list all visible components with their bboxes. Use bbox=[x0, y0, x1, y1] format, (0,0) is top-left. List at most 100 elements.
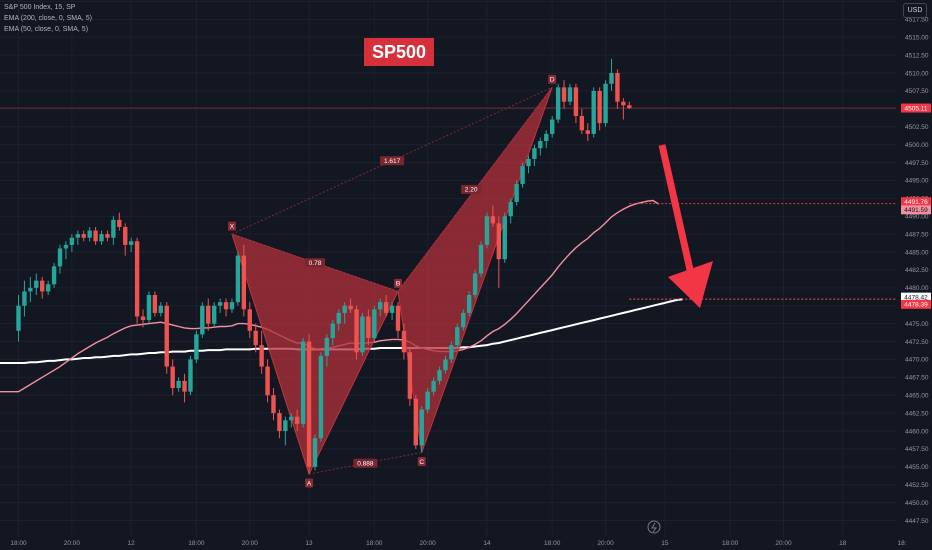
candle bbox=[389, 302, 395, 321]
candle-body bbox=[573, 87, 579, 116]
time-tick-label: 18:00 bbox=[544, 540, 561, 547]
candle bbox=[182, 373, 187, 403]
price-tag-label: 4505.11 bbox=[904, 105, 927, 112]
price-tag: 4478.39 bbox=[901, 299, 931, 309]
pattern-point-b: B bbox=[394, 278, 403, 288]
candle bbox=[538, 137, 543, 156]
candle bbox=[526, 155, 531, 174]
point-label-bg bbox=[548, 74, 557, 84]
candle-body bbox=[57, 248, 63, 267]
ratio-bg bbox=[380, 156, 405, 166]
candle bbox=[300, 337, 306, 428]
candle-body bbox=[354, 309, 359, 353]
candle-body bbox=[401, 330, 407, 353]
price-axis-bg bbox=[896, 0, 932, 550]
price-tag-label: 4491.76 bbox=[904, 199, 928, 206]
candle bbox=[615, 69, 620, 109]
candle bbox=[573, 83, 579, 124]
price-tag-bg bbox=[901, 299, 931, 309]
candle-body bbox=[431, 380, 436, 392]
candle bbox=[164, 302, 169, 374]
price-tag: 4491.59 bbox=[901, 205, 931, 215]
candle bbox=[407, 348, 413, 406]
candle bbox=[354, 305, 359, 360]
currency-button[interactable]: USD bbox=[903, 3, 927, 18]
candle-body bbox=[627, 105, 632, 109]
pattern-point-a: A bbox=[305, 478, 314, 488]
candle bbox=[40, 277, 45, 299]
candle-body bbox=[342, 305, 347, 313]
candle bbox=[514, 180, 519, 206]
candle bbox=[45, 280, 51, 295]
candle-body bbox=[324, 337, 330, 356]
time-tick-label: 15 bbox=[661, 540, 669, 547]
horizontal-levels bbox=[629, 203, 896, 300]
price-tick-label: 4447.50 bbox=[905, 518, 929, 525]
candle-body bbox=[603, 83, 608, 124]
candle bbox=[585, 123, 590, 142]
candle bbox=[324, 334, 330, 367]
candle bbox=[443, 355, 448, 374]
candle-body bbox=[63, 244, 69, 249]
candle-body bbox=[544, 133, 549, 142]
candle bbox=[419, 405, 424, 453]
candle-body bbox=[567, 87, 573, 102]
candle bbox=[461, 309, 466, 331]
price-tick-label: 4517.50 bbox=[905, 17, 929, 24]
candle bbox=[621, 98, 626, 120]
pattern-ratio: 0.888 bbox=[353, 458, 378, 468]
candle bbox=[502, 212, 507, 263]
candle bbox=[176, 377, 181, 392]
time-tick-label: 20:00 bbox=[242, 540, 259, 547]
candle-body bbox=[28, 287, 33, 292]
time-tick-label: 20:00 bbox=[597, 540, 614, 547]
chart-legend: S&P 500 Index, 15, SP EMA (200, close, 0… bbox=[4, 2, 92, 35]
candle bbox=[123, 223, 128, 256]
candle bbox=[217, 298, 223, 313]
candle-body bbox=[182, 380, 187, 392]
candle bbox=[484, 212, 490, 249]
candle bbox=[87, 226, 92, 242]
candle bbox=[283, 416, 288, 446]
price-tag-bg bbox=[901, 205, 931, 215]
ratio-label: 0.78 bbox=[309, 260, 322, 267]
candle-body bbox=[455, 327, 460, 346]
xb-dashed-line bbox=[231, 233, 399, 292]
candle-body bbox=[538, 141, 543, 149]
candle-body bbox=[336, 312, 341, 324]
candle bbox=[627, 101, 632, 109]
price-tick-label: 4482.50 bbox=[905, 267, 929, 274]
price-tick-label: 4512.50 bbox=[905, 52, 929, 59]
price-tick-label: 4475.00 bbox=[905, 321, 929, 328]
point-label-bg bbox=[227, 221, 236, 231]
candle-body bbox=[437, 370, 442, 381]
candle bbox=[146, 291, 152, 324]
candle bbox=[555, 83, 561, 124]
ratio-bg bbox=[305, 258, 325, 268]
candle bbox=[75, 230, 80, 245]
candle-body bbox=[75, 234, 80, 238]
price-tick-label: 4467.50 bbox=[905, 375, 929, 382]
point-label-bg bbox=[305, 478, 314, 488]
candle-body bbox=[395, 305, 401, 331]
arrow-shaft bbox=[658, 144, 697, 284]
ema-50-legend: EMA (50, close, 0, SMA, 5) bbox=[4, 26, 89, 33]
candle bbox=[449, 341, 454, 364]
candle-body bbox=[128, 241, 134, 245]
candle bbox=[105, 230, 110, 242]
candle-body bbox=[520, 166, 525, 185]
candle bbox=[508, 198, 513, 224]
candle-body bbox=[283, 420, 288, 432]
price-tag-bg bbox=[901, 197, 931, 207]
time-tick-label: 18:00 bbox=[366, 540, 383, 547]
candle bbox=[223, 298, 229, 317]
candle bbox=[312, 434, 318, 471]
candle-body bbox=[99, 234, 104, 242]
candle-body bbox=[372, 309, 377, 338]
candle bbox=[211, 302, 217, 328]
candle-body bbox=[170, 366, 175, 389]
candlesticks bbox=[16, 58, 632, 474]
price-tick-label: 4497.50 bbox=[905, 160, 929, 167]
